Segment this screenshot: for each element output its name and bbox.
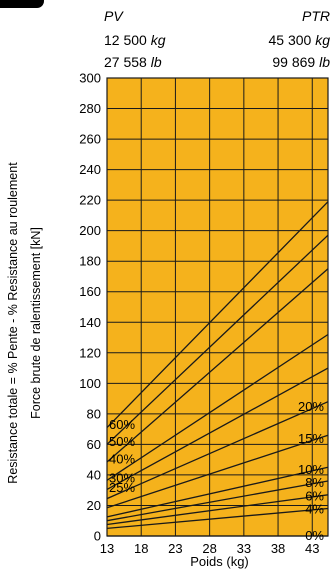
series-line bbox=[106, 333, 329, 481]
y-tick-label: 0 bbox=[94, 529, 101, 544]
series-label-right: 10% bbox=[298, 462, 324, 477]
series-line bbox=[106, 234, 329, 445]
y-tick-label: 100 bbox=[79, 376, 101, 391]
y-tick-label: 300 bbox=[79, 71, 101, 86]
series-label-right: 8% bbox=[305, 475, 324, 490]
series-line bbox=[106, 401, 329, 500]
series-line bbox=[106, 268, 329, 463]
x-tick-label: 43 bbox=[305, 541, 319, 556]
ptr-weight-lb: 99 869 lb bbox=[272, 54, 330, 70]
series-line bbox=[106, 434, 329, 509]
x-tick-label: 28 bbox=[202, 541, 216, 556]
y-tick-label: 40 bbox=[87, 467, 101, 482]
y-tick-label: 280 bbox=[79, 101, 101, 116]
pv-weight-lb: 27 558 lb bbox=[104, 54, 162, 70]
x-tick-label: 23 bbox=[168, 541, 182, 556]
series-line bbox=[106, 201, 329, 429]
y-tick-label: 200 bbox=[79, 223, 101, 238]
series-label-left: 30% bbox=[109, 470, 135, 485]
series-label-right: 6% bbox=[305, 488, 324, 503]
series-line bbox=[106, 480, 329, 522]
series-label-left: 50% bbox=[109, 434, 135, 449]
y-tick-label: 160 bbox=[79, 284, 101, 299]
y-tick-label: 240 bbox=[79, 162, 101, 177]
pv-weight-kg: 12 500 kg bbox=[104, 32, 166, 48]
series-line bbox=[106, 507, 329, 530]
series-label-right: 4% bbox=[305, 502, 324, 517]
y-tick-label: 180 bbox=[79, 254, 101, 269]
y-tick-label: 80 bbox=[87, 406, 101, 421]
y-tick-label: 120 bbox=[79, 345, 101, 360]
series-label-left: 25% bbox=[109, 480, 135, 495]
corner-tab bbox=[0, 0, 44, 8]
series-line bbox=[106, 466, 329, 518]
series-label-right: 20% bbox=[298, 399, 324, 414]
series-line bbox=[106, 367, 329, 490]
series-label-left: 40% bbox=[109, 452, 135, 467]
plot-frame bbox=[106, 77, 329, 537]
x-tick-label: 18 bbox=[134, 541, 148, 556]
x-tick-label: 33 bbox=[237, 541, 251, 556]
series-label-right: 15% bbox=[298, 431, 324, 446]
y-tick-label: 20 bbox=[87, 498, 101, 513]
x-tick-label: 13 bbox=[100, 541, 114, 556]
series-label-left: 60% bbox=[109, 417, 135, 432]
series-line bbox=[106, 494, 329, 526]
y-tick-label: 260 bbox=[79, 132, 101, 147]
x-tick-label: 38 bbox=[271, 541, 285, 556]
y-tick-label: 220 bbox=[79, 193, 101, 208]
pv-label: PV bbox=[104, 8, 123, 24]
y-tick-label: 140 bbox=[79, 315, 101, 330]
y-tick-label: 60 bbox=[87, 437, 101, 452]
ptr-label: PTR bbox=[302, 8, 330, 24]
series-label-right: 0% bbox=[305, 528, 324, 543]
plot-background bbox=[107, 78, 328, 536]
ptr-weight-kg: 45 300 kg bbox=[268, 32, 330, 48]
x-axis-title: Poids (kg) bbox=[190, 554, 249, 569]
